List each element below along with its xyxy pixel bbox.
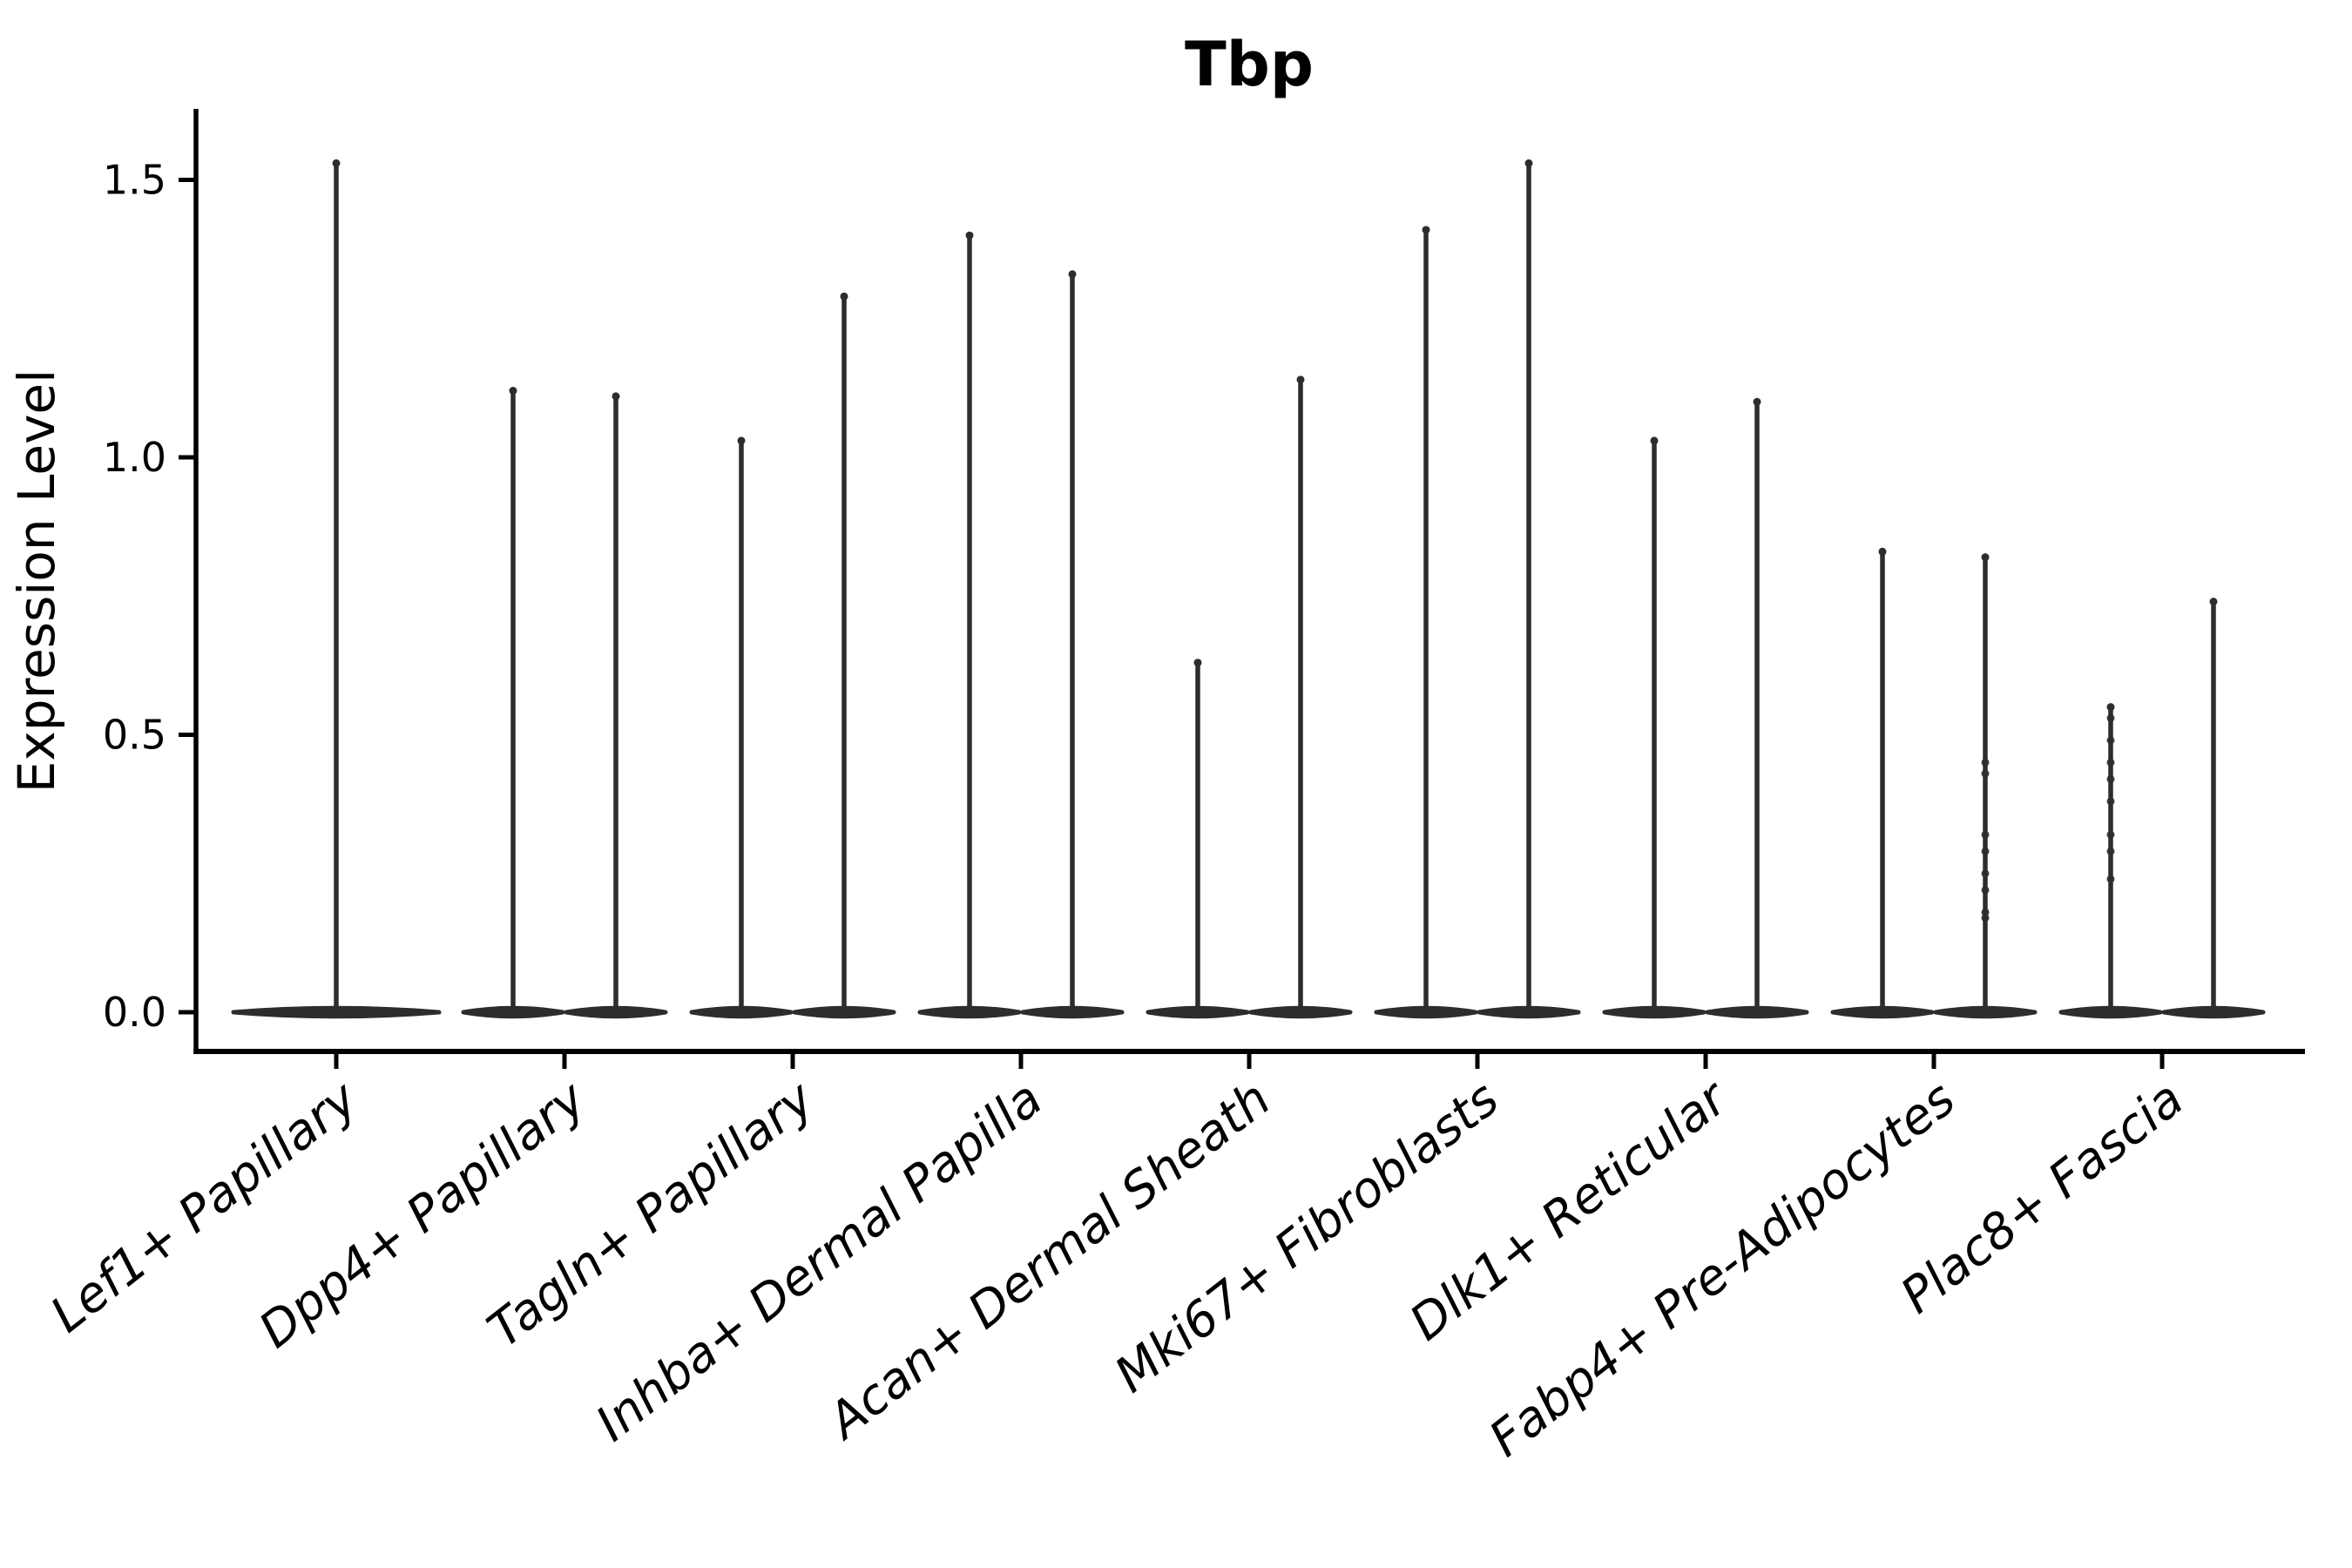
expression-dot bbox=[1981, 847, 1990, 855]
violin bbox=[2161, 598, 2266, 1019]
expression-dot bbox=[1981, 769, 1990, 778]
violin-max-point bbox=[1650, 436, 1659, 445]
violin-max-point bbox=[1296, 375, 1305, 384]
expression-dot bbox=[2106, 797, 2115, 806]
violin-max-point bbox=[2209, 598, 2218, 606]
expression-dot bbox=[1981, 908, 1990, 916]
violin bbox=[1020, 270, 1125, 1019]
violin bbox=[1830, 547, 1935, 1019]
expression-dot bbox=[1981, 914, 1990, 923]
chart-title: Tbp bbox=[1185, 29, 1314, 100]
violin-max-point bbox=[1068, 270, 1077, 279]
violin bbox=[1933, 553, 2038, 1019]
violin-max-point bbox=[1981, 553, 1990, 562]
x-tick-label: Acan+ Dermal Sheath bbox=[816, 1071, 1281, 1451]
y-tick-label: 1.0 bbox=[103, 434, 166, 481]
expression-dot bbox=[2106, 847, 2115, 855]
violin bbox=[1477, 159, 1581, 1019]
violin bbox=[2058, 703, 2163, 1019]
y-axis: 0.0 0.5 1.0 1.5 bbox=[103, 157, 196, 1036]
violin bbox=[689, 436, 794, 1019]
y-tick-label: 0.0 bbox=[103, 989, 166, 1036]
violin-max-point bbox=[332, 159, 341, 167]
expression-dot bbox=[2106, 713, 2115, 722]
violin bbox=[792, 292, 896, 1019]
violin-max-point bbox=[509, 387, 517, 395]
expression-dot bbox=[1981, 886, 1990, 895]
expression-dot bbox=[1981, 830, 1990, 839]
violin bbox=[461, 387, 565, 1019]
expression-dot bbox=[2106, 830, 2115, 839]
x-tick-label: Fabp4+ Pre-Adipocytes bbox=[1479, 1071, 1966, 1468]
violin-max-point bbox=[1753, 397, 1761, 406]
violin-max-point bbox=[1422, 226, 1430, 234]
violin-max-point bbox=[1193, 659, 1202, 667]
violin bbox=[1705, 397, 1809, 1019]
violin bbox=[917, 231, 1022, 1019]
violin-max-point bbox=[840, 292, 848, 301]
x-tick-label: Mki67+ Fibroblasts bbox=[1105, 1071, 1509, 1404]
y-tick-label: 0.5 bbox=[103, 712, 166, 759]
violin-max-point bbox=[2106, 703, 2115, 712]
violin-max-point bbox=[612, 392, 620, 401]
expression-dot bbox=[2106, 758, 2115, 767]
y-tick-label: 1.5 bbox=[103, 157, 166, 204]
violin bbox=[231, 159, 442, 1019]
y-axis-label: Expression Level bbox=[7, 369, 66, 793]
expression-dot bbox=[1981, 869, 1990, 878]
expression-dot bbox=[2106, 774, 2115, 783]
violin bbox=[564, 392, 668, 1019]
violin bbox=[1248, 375, 1353, 1019]
violin-max-point bbox=[1524, 159, 1533, 167]
x-tick-label: Inhba+ Dermal Papilla bbox=[586, 1071, 1053, 1453]
violin bbox=[1602, 436, 1707, 1019]
violin bbox=[1374, 226, 1478, 1019]
violin bbox=[1146, 659, 1250, 1019]
expression-dot bbox=[2106, 875, 2115, 883]
violin-max-point bbox=[965, 231, 974, 240]
expression-dot bbox=[2106, 736, 2115, 745]
violin-max-point bbox=[1878, 547, 1887, 556]
violins bbox=[231, 159, 2266, 1019]
violin-max-point bbox=[737, 436, 746, 445]
expression-dot bbox=[1981, 758, 1990, 767]
